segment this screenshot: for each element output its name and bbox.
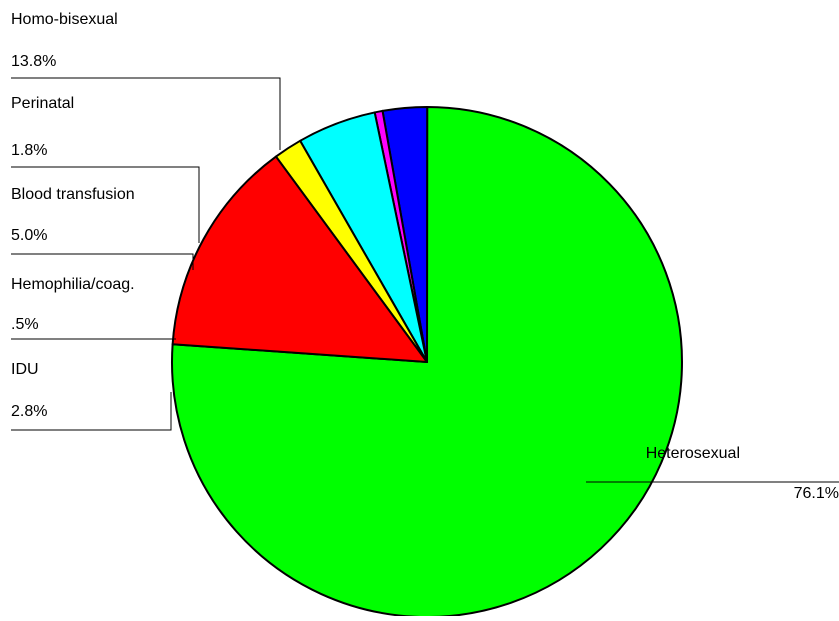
leader-line-blood-transfusion (11, 253, 194, 270)
slice-value-hemophilia-coag: .5% (11, 316, 39, 333)
leader-line-homo-bisexual (11, 77, 281, 150)
pie-slice-homo-bisexual (171, 155, 428, 363)
leader-line-perinatal (11, 166, 200, 243)
slice-label-perinatal: Perinatal (11, 95, 74, 112)
slice-label-heterosexual: Heterosexual (646, 445, 740, 462)
slice-value-blood-transfusion: 5.0% (11, 227, 47, 244)
slice-label-idu: IDU (11, 361, 39, 378)
slice-value-heterosexual: 76.1% (794, 485, 839, 502)
slice-value-idu: 2.8% (11, 403, 47, 420)
slice-label-blood-transfusion: Blood transfusion (11, 186, 135, 203)
leader-line-idu (11, 392, 172, 431)
slice-label-hemophilia-coag: Hemophilia/coag. (11, 276, 135, 293)
slice-value-homo-bisexual: 13.8% (11, 53, 56, 70)
slice-label-homo-bisexual: Homo-bisexual (11, 11, 118, 28)
slice-value-perinatal: 1.8% (11, 142, 47, 159)
